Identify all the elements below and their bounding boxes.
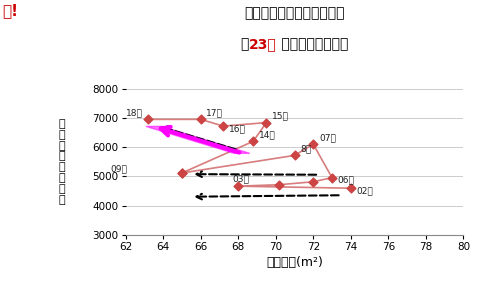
- Point: [234, 184, 242, 189]
- Point: [262, 120, 270, 125]
- Point: [346, 186, 354, 191]
- Text: マ!: マ!: [2, 3, 18, 18]
- Text: 18年: 18年: [125, 108, 142, 117]
- Point: [328, 175, 335, 180]
- Point: [144, 117, 151, 122]
- Point: [178, 171, 185, 175]
- Y-axis label: 分
譲
価
格
（
万
円
）: 分 譲 価 格 （ 万 円 ）: [59, 119, 65, 205]
- Text: 新築マンション）: 新築マンション）: [276, 38, 348, 52]
- Point: [309, 142, 317, 146]
- Point: [219, 124, 227, 128]
- Point: [275, 182, 283, 187]
- Polygon shape: [146, 126, 249, 153]
- X-axis label: 専有面積(m²): 専有面積(m²): [266, 256, 322, 269]
- Text: 15年: 15年: [272, 112, 288, 121]
- Text: 14年: 14年: [258, 130, 275, 139]
- Text: 06年: 06年: [337, 175, 354, 184]
- Point: [197, 117, 204, 122]
- Text: 8年: 8年: [300, 145, 311, 154]
- Text: 02年: 02年: [356, 186, 372, 195]
- Point: [290, 153, 298, 158]
- Text: 07年: 07年: [318, 133, 335, 142]
- Text: 03年: 03年: [232, 175, 249, 184]
- Text: 16年: 16年: [228, 124, 245, 133]
- Text: 09年: 09年: [110, 164, 127, 173]
- Text: （: （: [240, 38, 249, 52]
- Text: 分譲価格・専有面積の推移: 分譲価格・専有面積の推移: [244, 6, 344, 20]
- Text: 17年: 17年: [206, 108, 223, 118]
- Point: [178, 171, 185, 175]
- Point: [309, 180, 317, 184]
- Point: [249, 139, 257, 144]
- Text: 23区: 23区: [249, 38, 276, 52]
